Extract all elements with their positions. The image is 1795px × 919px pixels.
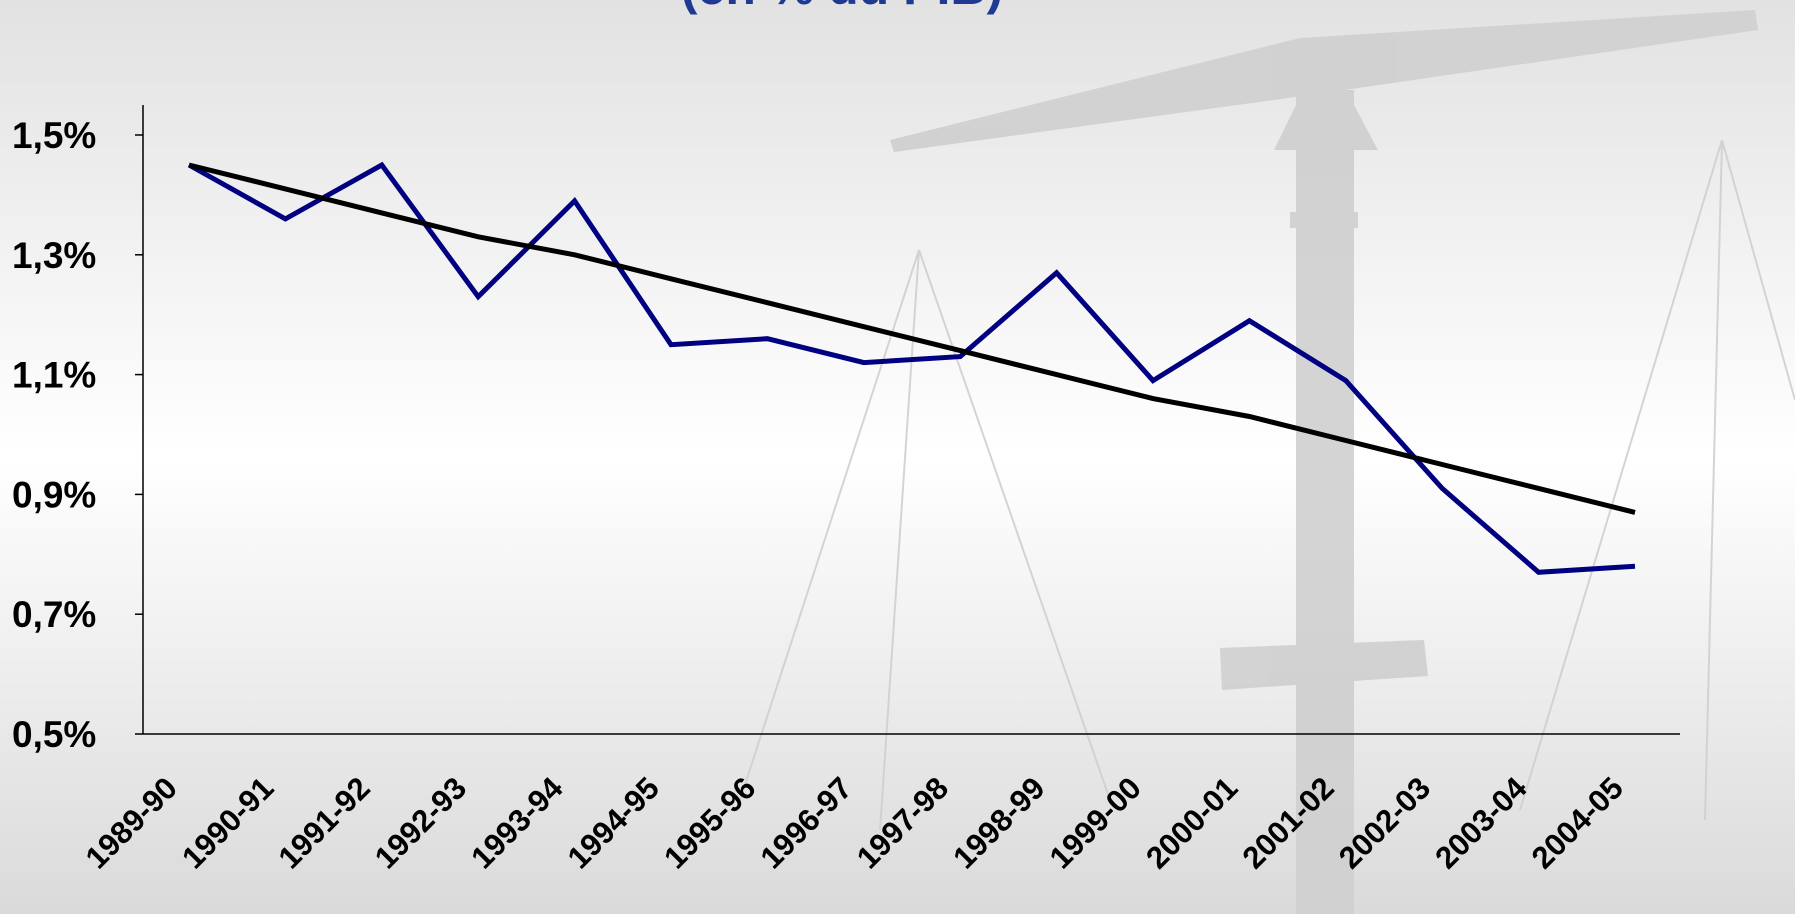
- y-tick-label: 1,1%: [12, 355, 96, 396]
- y-tick-label: 1,3%: [12, 235, 96, 276]
- y-tick-label: 1,5%: [12, 115, 96, 156]
- y-tick-label: 0,5%: [12, 714, 96, 755]
- chart: (en % du PIB) 0,5%0,7%0,9%1,1%1,3%1,5%19…: [0, 0, 1795, 914]
- page: (en % du PIB) 0,5%0,7%0,9%1,1%1,3%1,5%19…: [0, 0, 1795, 914]
- background: [0, 0, 1795, 914]
- chart-title: (en % du PIB): [681, 0, 1003, 15]
- y-tick-label: 0,9%: [12, 474, 96, 515]
- y-tick-label: 0,7%: [12, 594, 96, 635]
